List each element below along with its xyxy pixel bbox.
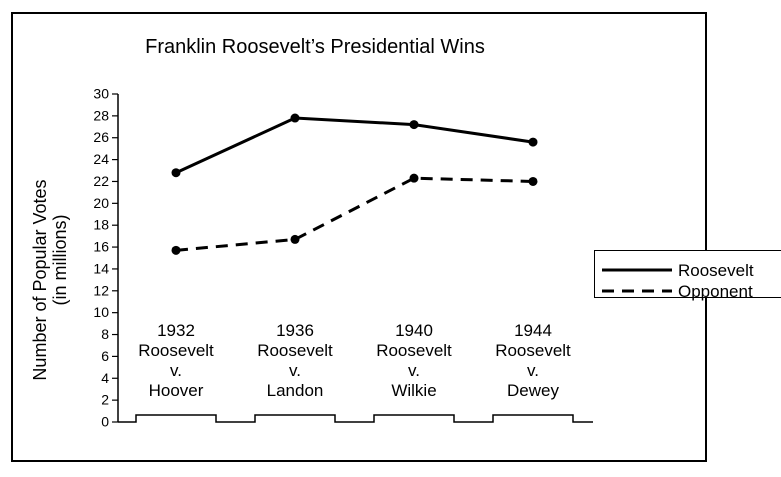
- y-tick-label: 16: [93, 239, 109, 255]
- legend-entries: Roosevelt Opponent: [602, 261, 754, 301]
- y-axis-label-line2: (in millions): [50, 214, 70, 305]
- legend-label-roosevelt: Roosevelt: [678, 261, 754, 280]
- x-category-label: 1936: [276, 321, 314, 340]
- data-point: [171, 168, 181, 178]
- data-point: [290, 234, 300, 244]
- x-category-label: Wilkie: [391, 381, 436, 400]
- y-tick-label: 26: [93, 129, 109, 145]
- y-tick-label: 6: [101, 348, 109, 364]
- chart-title: Franklin Roosevelt’s Presidential Wins: [145, 36, 485, 58]
- y-tick-label: 14: [93, 260, 109, 276]
- x-category-label: Hoover: [149, 381, 204, 400]
- chart-frame: [11, 12, 707, 462]
- data-point: [528, 176, 538, 186]
- data-point: [528, 137, 538, 147]
- y-axis-label: Number of Popular Votes (in millions): [30, 179, 70, 380]
- x-category-label: v.: [289, 361, 301, 380]
- x-category-label: Roosevelt: [376, 341, 452, 360]
- series-line-opponent: [175, 176, 534, 252]
- y-tick-label: 12: [93, 282, 109, 298]
- x-category-label: Roosevelt: [257, 341, 333, 360]
- series-line-roosevelt: [175, 116, 534, 175]
- axes: [117, 94, 593, 423]
- y-tick-label: 24: [93, 151, 109, 167]
- y-tick-label: 8: [101, 326, 109, 342]
- y-axis-label-line1: Number of Popular Votes: [30, 179, 50, 380]
- x-category-label: Landon: [267, 381, 324, 400]
- y-tick-label: 0: [101, 414, 109, 430]
- y-tick-label: 20: [93, 195, 109, 211]
- x-category-label: Roosevelt: [495, 341, 571, 360]
- y-tick-label: 30: [93, 86, 109, 102]
- x-category-label: 1932: [157, 321, 195, 340]
- data-point: [171, 245, 181, 255]
- y-tick-label: 18: [93, 217, 109, 233]
- x-category-label: 1940: [395, 321, 433, 340]
- data-point: [290, 113, 300, 123]
- legend-label-opponent: Opponent: [678, 282, 753, 301]
- y-tick-label: 28: [93, 107, 109, 123]
- x-category-label: v.: [170, 361, 182, 380]
- data-point: [409, 120, 419, 130]
- x-categories: 1932Rooseveltv.Hoover1936Rooseveltv.Land…: [138, 321, 571, 400]
- x-category-label: Dewey: [507, 381, 559, 400]
- x-category-label: v.: [408, 361, 420, 380]
- x-category-label: 1944: [514, 321, 552, 340]
- x-category-label: Roosevelt: [138, 341, 214, 360]
- data-point: [409, 173, 419, 183]
- y-tick-label: 10: [93, 304, 109, 320]
- x-category-label: v.: [527, 361, 539, 380]
- x-axis-line: [118, 414, 593, 423]
- y-tick-label: 2: [101, 392, 109, 408]
- y-tick-label: 4: [101, 370, 109, 386]
- series-lines: [171, 113, 538, 255]
- y-tick-label: 22: [93, 173, 109, 189]
